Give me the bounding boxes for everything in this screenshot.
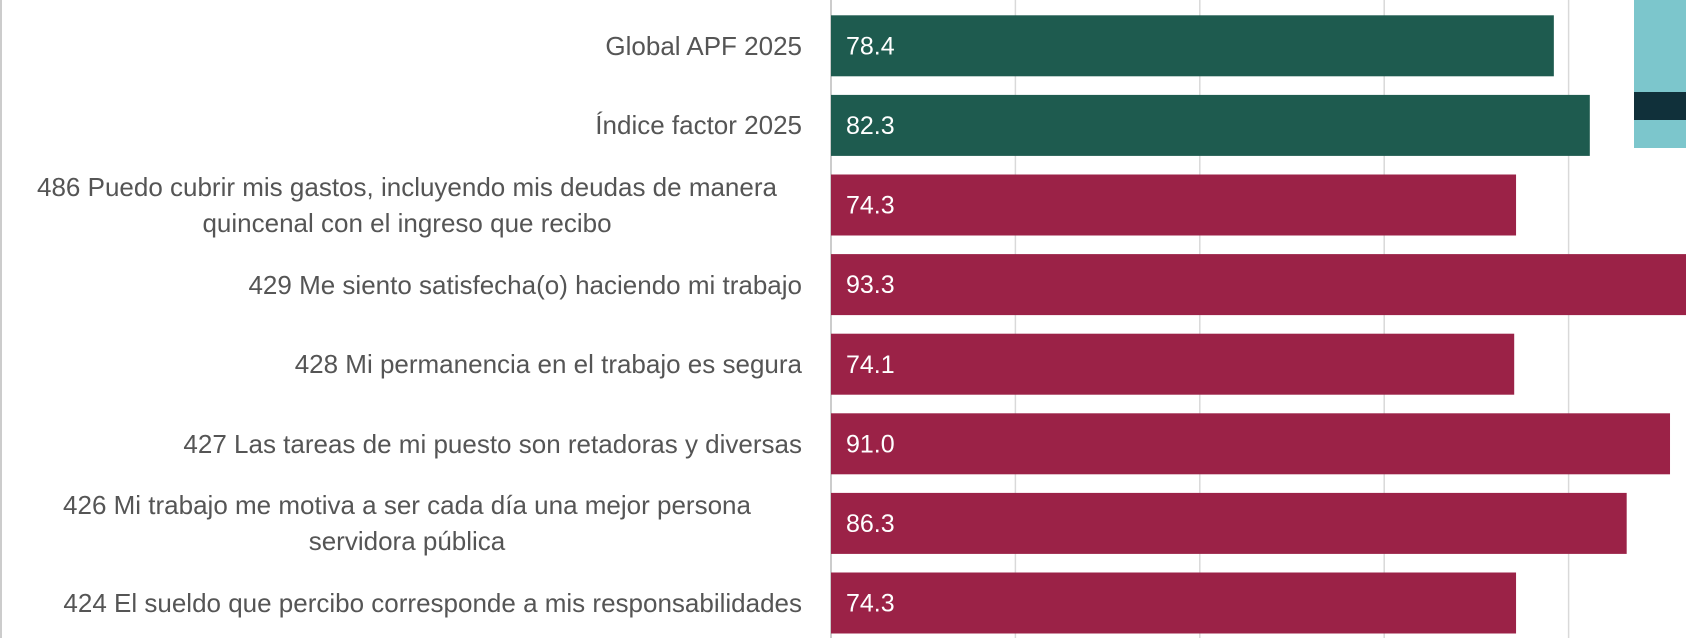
bar — [831, 175, 1516, 236]
category-label: 424 El sueldo que percibo corresponde a … — [63, 585, 802, 621]
corner-image-detail — [1634, 92, 1686, 120]
value-label: 91.0 — [846, 430, 895, 458]
value-label: 74.3 — [846, 590, 895, 618]
bar — [831, 493, 1627, 554]
category-label: Índice factor 2025 — [595, 107, 802, 143]
category-label: 427 Las tareas de mi puesto son retadora… — [183, 426, 802, 462]
category-label-cell: Global APF 2025 — [12, 6, 802, 86]
bar — [831, 334, 1514, 395]
value-label: 74.1 — [846, 351, 895, 379]
bar — [831, 15, 1554, 76]
category-label: 426 Mi trabajo me motiva a ser cada día … — [12, 487, 802, 559]
category-label-cell: 429 Me siento satisfecha(o) haciendo mi … — [12, 245, 802, 325]
value-label: 82.3 — [846, 112, 895, 140]
corner-image — [1634, 0, 1686, 148]
bar — [831, 95, 1590, 156]
bar — [831, 413, 1670, 474]
category-label: 429 Me siento satisfecha(o) haciendo mi … — [248, 267, 802, 303]
value-label: 74.3 — [846, 192, 895, 220]
category-label-cell: 427 Las tareas de mi puesto son retadora… — [12, 404, 802, 484]
bar — [831, 254, 1686, 315]
category-label: 486 Puedo cubrir mis gastos, incluyendo … — [12, 169, 802, 241]
category-label-cell: 424 El sueldo que percibo corresponde a … — [12, 563, 802, 638]
bar — [831, 573, 1516, 634]
category-label: Global APF 2025 — [605, 28, 802, 64]
value-label: 78.4 — [846, 32, 895, 60]
page: 78.4 82.3 74.3 93.3 74.1 91.0 86.3 74.3 Global … — [0, 0, 1686, 638]
value-label: 93.3 — [846, 271, 895, 299]
category-label: 428 Mi permanencia en el trabajo es segu… — [295, 346, 802, 382]
category-label-cell: 426 Mi trabajo me motiva a ser cada día … — [12, 484, 802, 564]
category-label-cell: 486 Puedo cubrir mis gastos, incluyendo … — [12, 165, 802, 245]
category-label-cell: 428 Mi permanencia en el trabajo es segu… — [12, 324, 802, 404]
category-label-cell: Índice factor 2025 — [12, 86, 802, 166]
value-label: 86.3 — [846, 510, 895, 538]
